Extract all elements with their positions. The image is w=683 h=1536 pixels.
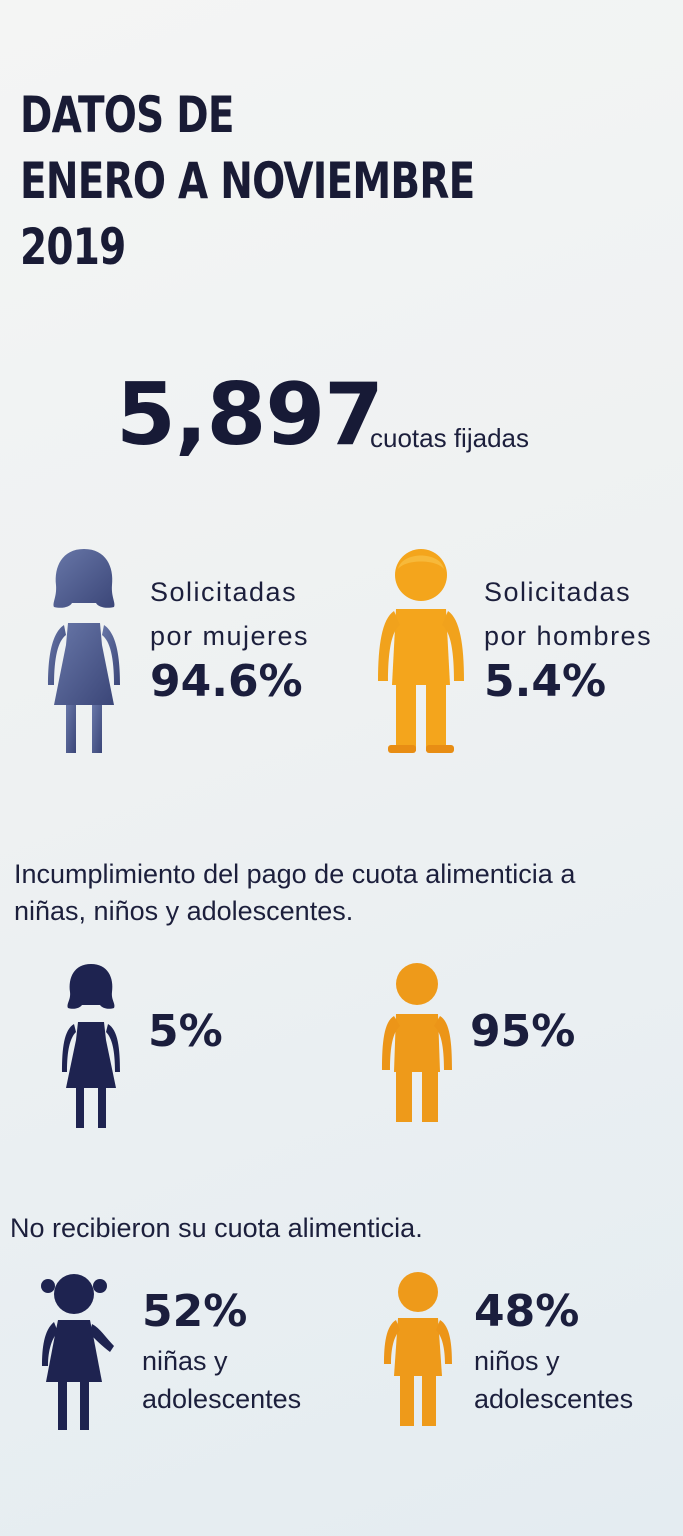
- girl-figure-icon: [34, 1270, 118, 1438]
- woman-figure-icon: [44, 545, 124, 760]
- men-requested-percent: 5.4%: [484, 656, 607, 707]
- title-line-1: DATOS DE: [20, 86, 235, 144]
- noncompliance-men-percent: 95%: [470, 1006, 576, 1057]
- title-line-3: 2019: [20, 218, 126, 276]
- woman-figure-icon: [60, 960, 122, 1135]
- girls-percent: 52%: [142, 1286, 248, 1337]
- girls-label: niñas y adolescentes: [142, 1346, 302, 1414]
- man-figure-icon: [376, 545, 466, 760]
- total-cuotas-caption: cuotas fijadas: [370, 423, 529, 453]
- boys-percent: 48%: [474, 1286, 580, 1337]
- man-figure-icon: [380, 960, 454, 1130]
- page-title: DATOS DE ENERO A NOVIEMBRE 2019: [20, 82, 475, 280]
- noncompliance-text: Incumplimiento del pago de cuota aliment…: [14, 859, 576, 926]
- women-requested-percent: 94.6%: [150, 656, 303, 707]
- boys-label: niños y adolescentes: [474, 1346, 634, 1414]
- women-requested-label: Solicitadas por mujeres: [150, 577, 310, 651]
- boy-figure-icon: [380, 1268, 456, 1436]
- title-line-2: ENERO A NOVIEMBRE: [20, 152, 475, 210]
- total-cuotas-number: 5,897: [116, 365, 384, 465]
- not-received-text: No recibieron su cuota alimenticia.: [10, 1213, 423, 1243]
- noncompliance-women-percent: 5%: [148, 1006, 223, 1057]
- men-requested-label: Solicitadas por hombres: [484, 577, 653, 651]
